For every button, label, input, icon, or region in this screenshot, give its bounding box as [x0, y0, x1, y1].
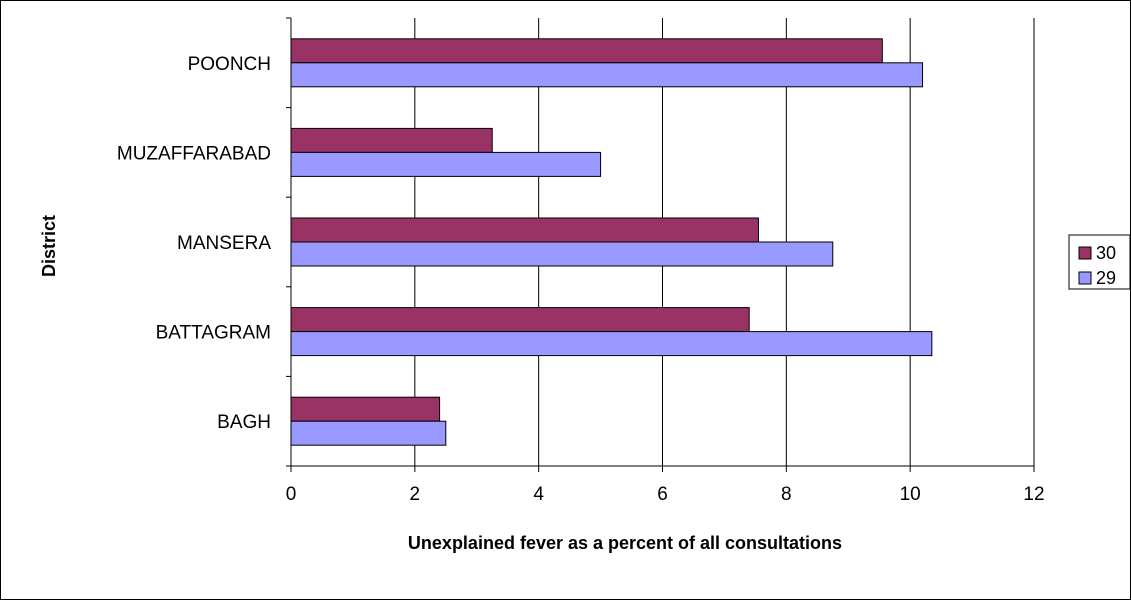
- bar-poonch-series-30: [291, 39, 882, 63]
- bar-mansera-series-30: [291, 218, 758, 242]
- bar-bagh-series-30: [291, 397, 440, 421]
- y-category-labels: POONCH MUZAFFARABAD MANSERA BATTAGRAM BAGH: [117, 54, 271, 433]
- bar-battagram-series-30: [291, 308, 749, 332]
- bar-poonch-series-29: [291, 63, 923, 87]
- bar-mansera-series-29: [291, 242, 833, 266]
- legend-label-30: 30: [1096, 243, 1116, 263]
- legend-label-29: 29: [1096, 268, 1116, 288]
- x-tick-label-5: 10: [900, 484, 921, 505]
- category-label-battagram: BATTAGRAM: [156, 323, 271, 344]
- bar-bagh-series-29: [291, 421, 446, 445]
- category-label-poonch: POONCH: [188, 54, 271, 75]
- x-tick-label-3: 6: [657, 484, 668, 505]
- bars: [291, 39, 932, 445]
- x-tick-label-6: 12: [1023, 484, 1044, 505]
- legend-swatch-29: [1079, 272, 1091, 284]
- category-label-mansera: MANSERA: [177, 233, 271, 254]
- x-tick-label-2: 4: [533, 484, 544, 505]
- x-tick-label-1: 2: [410, 484, 421, 505]
- bar-muzaffarabad-series-30: [291, 128, 492, 152]
- bar-battagram-series-29: [291, 332, 932, 356]
- category-label-bagh: BAGH: [217, 412, 271, 433]
- x-tick-labels: 0 2 4 6 8 10 12: [286, 484, 1045, 505]
- bar-muzaffarabad-series-29: [291, 152, 601, 176]
- x-tick-label-0: 0: [286, 484, 297, 505]
- y-axis-title: District: [39, 215, 59, 277]
- x-tick-label-4: 8: [781, 484, 792, 505]
- category-label-muzaffarabad: MUZAFFARABAD: [117, 143, 271, 164]
- x-axis-title: Unexplained fever as a percent of all co…: [408, 533, 842, 553]
- legend-swatch-30: [1079, 247, 1091, 259]
